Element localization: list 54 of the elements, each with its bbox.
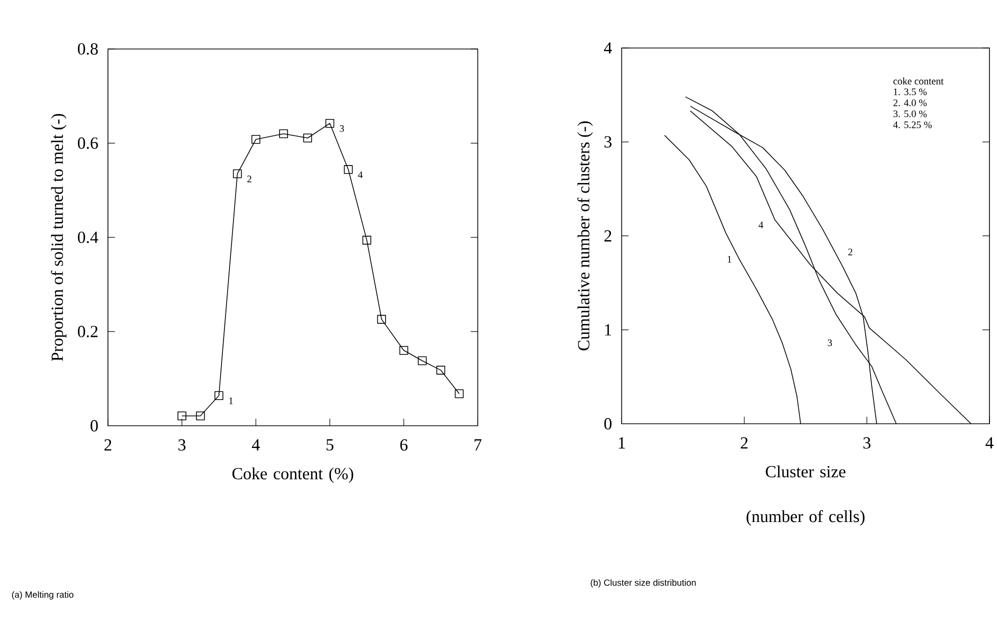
point [325,119,334,128]
point [196,412,205,420]
y-axis-title: Proportion of solid turned to melt (-) [50,114,66,362]
y-axis-title: Cumulative number of clusters (-) [577,122,593,351]
y-tick-label: 2 [604,230,612,242]
annotation: 1 [229,398,233,404]
x-tick-label: 7 [474,439,482,451]
point [344,165,353,174]
annotation: 4. 5.25 % [893,122,932,128]
annotation: 1 [728,256,732,263]
point [178,412,186,420]
x-tick-label: 2 [104,439,112,451]
annotation: 4 [358,172,363,178]
point [251,135,260,144]
x-tick-label: 1 [618,437,625,449]
point [303,134,312,143]
annotation: 2 [247,176,252,182]
point [399,346,408,355]
point [436,366,446,375]
point [377,315,386,324]
x-tick-label: 5 [326,439,334,451]
y-tick-label: 0.8 [78,43,98,55]
annotation: 4 [758,222,764,228]
x-axis-title: Coke content (%) [232,468,354,483]
y-tick-label: 0.2 [78,326,98,338]
point [454,390,464,398]
annotation: 2 [848,248,852,256]
point [232,170,242,178]
point [214,391,224,400]
annotation: 2. 4.0 % [893,100,927,106]
x-tick-label: 3 [863,437,870,449]
y-tick-label: 0.6 [78,138,98,150]
text: Cluster size (number of cells) [746,466,865,526]
y-tick-label: 4 [604,42,612,54]
point [418,356,427,366]
point [279,130,288,138]
annotation: 1. 3.5 % [894,88,927,96]
text: (a) Melting ratio [12,591,74,600]
y-tick-label: 0 [604,418,612,430]
annotation: 3. 5.0 % [894,110,927,118]
y-tick-label: 0 [90,420,98,432]
annotation: 3 [828,340,832,346]
x-tick-label: 4 [986,437,994,449]
point [362,236,372,245]
x-tick-label: 2 [740,437,748,449]
annotation: 3 [340,125,344,132]
text: (b) Cluster size distribution [590,579,696,588]
y-tick-label: 0.4 [78,232,98,244]
x-tick-label: 3 [178,439,186,451]
y-tick-label: 1 [605,324,612,336]
annotation: coke content [893,78,944,85]
x-tick-label: 6 [400,439,408,451]
x-tick-label: 4 [252,439,260,451]
y-tick-label: 3 [604,136,612,148]
